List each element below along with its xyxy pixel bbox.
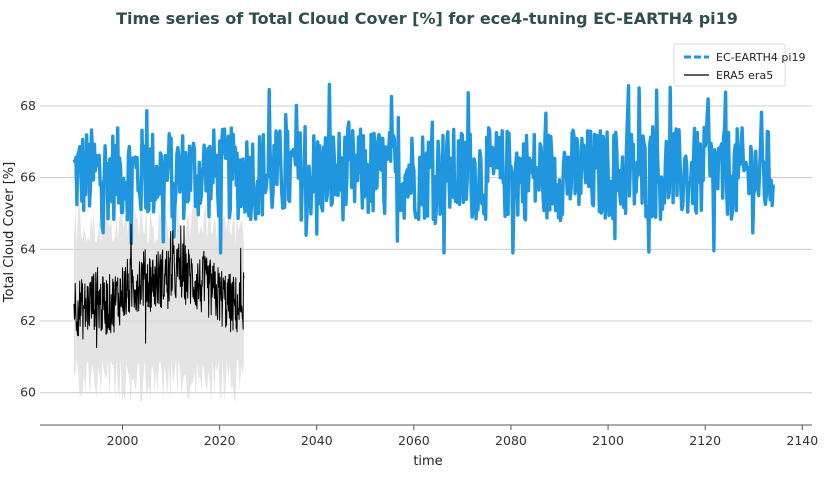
y-axis-label: Total Cloud Cover [%] [2, 162, 17, 303]
x-tick-label-2060: 2060 [398, 433, 430, 448]
legend-label-ecearth: EC-EARTH4 pi19 [716, 51, 805, 64]
y-tick-label-68: 68 [20, 98, 36, 113]
series-line-ecearth [72, 82, 775, 255]
y-tick-label-60: 60 [20, 385, 36, 400]
legend-label-era5: ERA5 era5 [716, 69, 773, 82]
x-tick-label-2000: 2000 [107, 433, 139, 448]
series-line-era5 [73, 223, 245, 349]
axes [40, 424, 812, 430]
x-axis-label: time [413, 454, 442, 469]
legend: EC-EARTH4 pi19 ERA5 era5 [673, 43, 805, 87]
tick-labels: 60 62 64 66 68 2000 2020 2040 2060 2080 2100 2120 21… [20, 98, 818, 448]
y-tick-label-64: 64 [20, 241, 36, 256]
chart-title: Time series of Total Cloud Cover [%] for… [116, 9, 738, 28]
y-tick-label-66: 66 [20, 170, 36, 185]
y-tick-label-62: 62 [20, 313, 36, 328]
x-tick-label-2080: 2080 [495, 433, 527, 448]
x-tick-label-2140: 2140 [786, 433, 818, 448]
x-tick-label-2120: 2120 [689, 433, 721, 448]
x-tick-label-2020: 2020 [204, 433, 236, 448]
x-tick-label-2040: 2040 [301, 433, 333, 448]
x-tick-label-2100: 2100 [592, 433, 624, 448]
series-lines [72, 82, 775, 349]
